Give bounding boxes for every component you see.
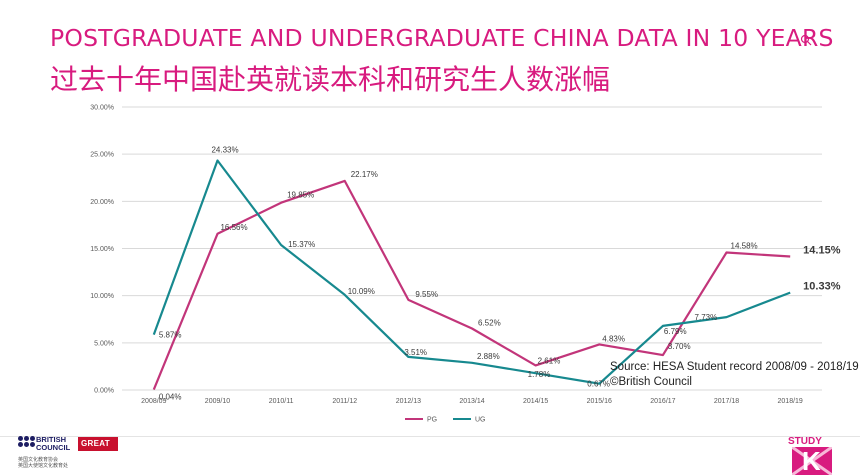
data-labels: 0.04% 16.56% 19.85% 22.17% 9.55% 6.52% 2.61% 4.… [159,145,841,401]
x-tick-label: 2012/13 [396,398,421,405]
data-label-ug: 10.09% [348,287,375,296]
y-tick-label: 20.00% [90,199,114,206]
british-council-wordmark: BRITISH COUNCIL [36,435,71,452]
x-tick-label: 2011/12 [332,398,357,405]
source-line: Source: HESA Student record 2008/09 - 20… [610,361,859,373]
data-label-ug: 7.73% [695,313,718,322]
y-tick-label: 5.00% [94,340,114,347]
data-label-pg: 16.56% [220,223,247,232]
data-label-ug: 15.37% [288,240,315,249]
data-label-ug: 24.33% [211,145,238,154]
data-label-ug: 2.88% [477,352,500,361]
slide-title-chinese: 过去十年中国赴英就读本科和研究生人数涨幅 [50,63,611,96]
data-label-ug: 0.67% [587,380,610,389]
data-label-pg: 9.55% [415,290,438,299]
british-council-logo: BRITISH COUNCIL 英国文化教育协会 英国大使馆文化教育处 GREA… [14,436,154,474]
y-tick-label: 25.00% [90,152,114,159]
uk-flag-icon: K [792,447,832,475]
data-label-ug: 1.78% [528,370,551,379]
data-label-pg: 22.17% [351,170,378,179]
footer-divider [0,436,860,437]
uk-wordmark: K [802,446,821,476]
x-tick-label: 2018/19 [778,398,803,405]
x-tick-label: 2010/11 [269,398,294,405]
slide-title-english: POSTGRADUATE AND UNDERGRADUATE CHINA DAT… [50,24,834,52]
study-wordmark: STUDY [788,436,822,447]
y-tick-label: 30.00% [90,105,114,112]
british-council-chinese-name: 英国文化教育协会 英国大使馆文化教育处 [18,457,69,469]
data-label-ug: 6.79% [664,327,687,336]
data-label-pg: 4.83% [602,334,625,343]
data-label-ug: 3.51% [404,348,427,357]
x-tick-label: 2013/14 [459,398,484,405]
series-lines [152,159,791,391]
copyright-line: ©British Council [610,376,692,388]
x-axis-ticks: 2008/09 2009/10 2010/11 2011/12 2012/13 2013/… [141,398,803,405]
data-label-ug: 10.33% [803,281,841,293]
x-tick-label: 2014/15 [523,398,548,405]
x-tick-label: 2016/17 [650,398,675,405]
data-label-pg: 14.15% [803,245,841,257]
series-line-pg [152,179,791,391]
x-tick-label: 2009/10 [205,398,230,405]
great-campaign-logo: GREAT [78,437,118,451]
source-note: Source: HESA Student record 2008/09 - 20… [610,360,859,390]
y-tick-label: 10.00% [90,293,114,300]
data-label-pg: 19.85% [287,191,314,200]
data-label-pg: 0.04% [159,393,182,402]
y-tick-label: 0.00% [94,388,114,395]
data-label-ug: 5.87% [159,331,182,340]
y-axis-ticks: 0.00% 5.00% 10.00% 15.00% 20.00% 25.00% 30.00% [90,105,114,395]
study-uk-logo: STUDY K [786,436,840,476]
y-tick-label: 15.00% [90,246,114,253]
chart-grid [122,106,822,391]
legend-label-ug: UG [475,417,486,424]
x-tick-label: 2017/18 [714,398,739,405]
chart-legend: PG UG [405,417,486,424]
search-icon [800,34,812,46]
legend-label-pg: PG [427,417,437,424]
series-line-ug [152,159,791,385]
x-tick-label: 2008/09 [141,398,166,405]
data-label-pg: 6.52% [478,318,501,327]
data-label-pg: 3.70% [668,342,691,351]
data-label-pg: 2.61% [538,356,561,365]
data-label-pg: 14.58% [731,241,758,250]
x-tick-label: 2015/16 [587,398,612,405]
